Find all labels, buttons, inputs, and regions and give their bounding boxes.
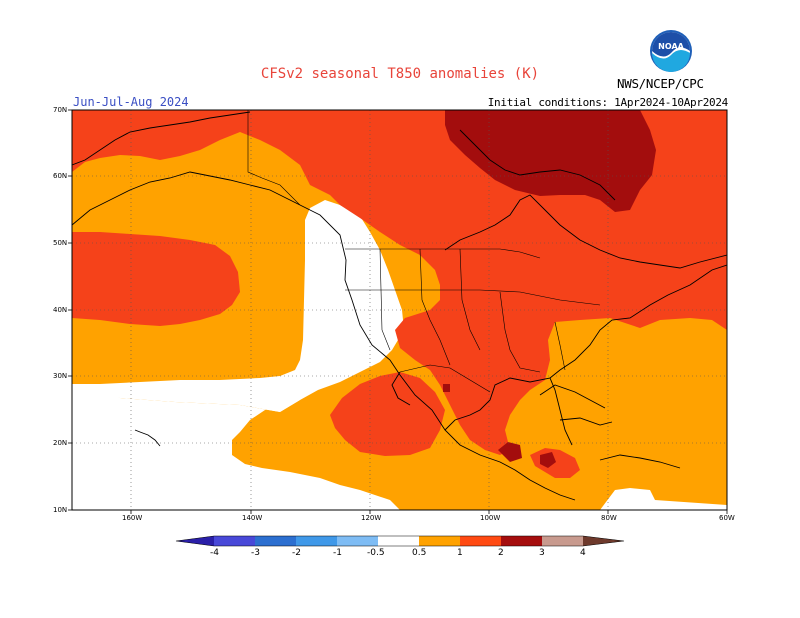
white-region-south [72, 384, 400, 510]
anomaly-1-2-mexico-pacific [330, 372, 445, 456]
colorbar-seg [583, 536, 624, 546]
white-region-southeast [600, 488, 727, 510]
colorbar-seg [419, 536, 460, 546]
svg-text:NOAA: NOAA [658, 42, 684, 51]
graticule [72, 110, 727, 510]
colorbar-seg [214, 536, 255, 546]
season-label: Jun-Jul-Aug 2024 [73, 95, 189, 109]
colorbar-seg [378, 536, 419, 546]
colorbar-seg [460, 536, 501, 546]
initial-conditions-label: Initial conditions: 1Apr2024-10Apr2024 [487, 96, 729, 109]
lon-label: 120W [361, 514, 382, 522]
lon-label: 80W [601, 514, 617, 522]
anomaly-2-3-yucatan [540, 452, 556, 468]
lon-label: 140W [242, 514, 263, 522]
colorbar-label: -4 [210, 548, 219, 558]
colorbar-label: -1 [333, 548, 342, 558]
white-region-pacific [72, 200, 404, 412]
colorbar-label: 2 [498, 548, 504, 558]
lat-label: 50N [53, 239, 68, 247]
colorbar-seg [542, 536, 583, 546]
colorbar-seg [337, 536, 378, 546]
anomaly-2-3-hudson [445, 110, 656, 212]
colorbar-seg [176, 536, 214, 546]
coastlines [72, 111, 727, 501]
lat-label: 10N [53, 506, 68, 514]
colorbar-label: 3 [539, 548, 545, 558]
lat-label: 30N [53, 372, 68, 380]
anomaly-2-3-mexico [443, 384, 450, 392]
colorbar-label: -2 [292, 548, 301, 558]
colorbar-seg [296, 536, 337, 546]
noaa-logo-icon: NOAA [650, 30, 692, 72]
lon-label: 100W [480, 514, 501, 522]
borders [247, 110, 601, 393]
lon-label: 60W [719, 514, 735, 522]
anomaly-1-2-north [72, 110, 727, 455]
colorbar-label: 1 [457, 548, 463, 558]
lat-label: 40N [53, 306, 68, 314]
colorbar-label: 0.5 [412, 548, 427, 558]
lon-label: 160W [122, 514, 143, 522]
agency-label: NWS/NCEP/CPC [617, 76, 704, 91]
colorbar-label: -3 [251, 548, 260, 558]
lat-label: 70N [53, 106, 68, 114]
lat-label: 60N [53, 172, 68, 180]
colorbar-seg [255, 536, 296, 546]
map-title: CFSv2 seasonal T850 anomalies (K) [260, 66, 540, 82]
colorbar-label: 4 [580, 548, 586, 558]
colorbar-seg [501, 536, 542, 546]
anomaly-2-3-gulf [498, 442, 522, 462]
anomaly-1-2-west-pacific [72, 232, 240, 326]
lat-label: 20N [53, 439, 68, 447]
colorbar-label: -0.5 [367, 548, 385, 558]
